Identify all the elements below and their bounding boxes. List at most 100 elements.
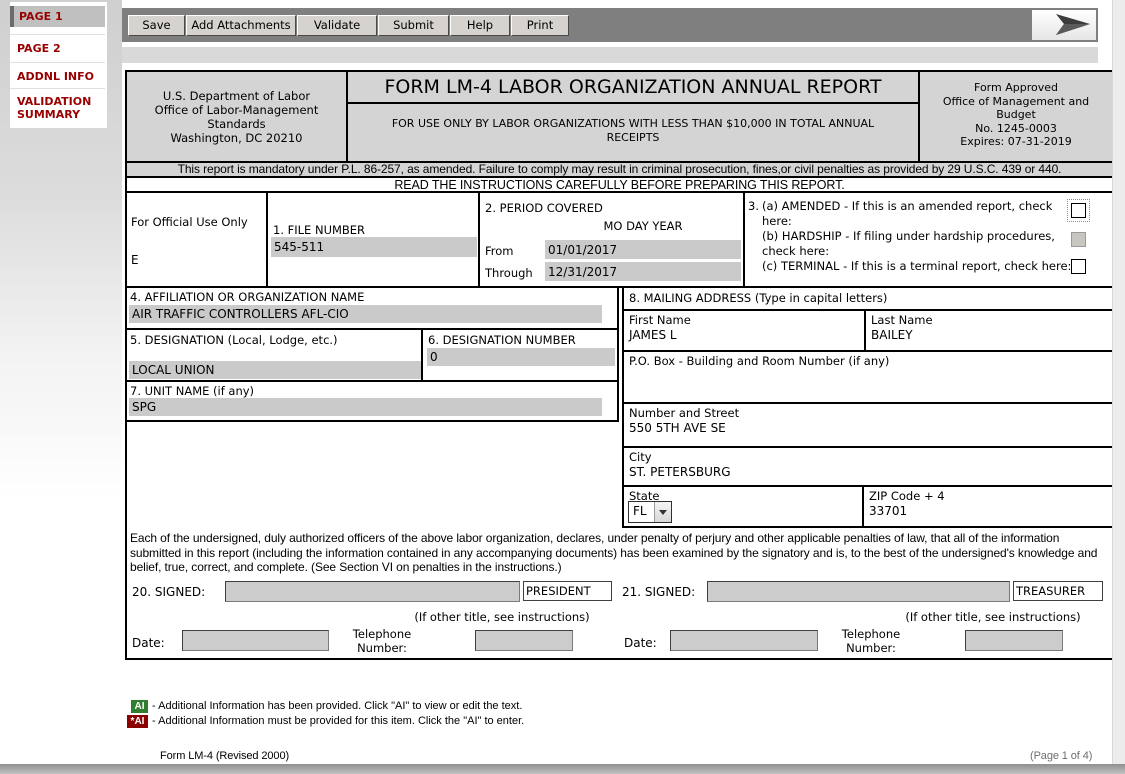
signed21-date-input[interactable]: [670, 630, 818, 651]
ai-required-badge: *AI: [127, 715, 148, 728]
signed21-label: 21. SIGNED:: [622, 585, 696, 599]
submit-button[interactable]: Submit: [378, 15, 449, 36]
signed20-phone-label: Telephone Number:: [352, 627, 412, 655]
unit-name-cell: 7. UNIT NAME (if any): [127, 382, 619, 422]
file-number-cell: 1. FILE NUMBER: [268, 193, 480, 288]
divider: [864, 309, 866, 352]
save-button[interactable]: Save: [128, 15, 185, 36]
last-name-value: BAILEY: [871, 328, 913, 342]
sidebar-item-page-1[interactable]: PAGE 1: [10, 6, 105, 27]
approval-line4: Expires: 07-31-2019: [960, 135, 1072, 148]
unit-name-label: 7. UNIT NAME (if any): [130, 384, 255, 398]
divider: [624, 485, 1112, 487]
signed20-input[interactable]: [225, 581, 520, 602]
official-use-value: E: [131, 253, 139, 267]
period-columns-label: MO DAY YEAR: [603, 219, 683, 233]
signed20-other-title-note: (If other title, see instructions): [414, 610, 590, 624]
right-scrollbar-track: [1112, 0, 1125, 774]
sidebar-separator: [10, 34, 105, 35]
bottom-scrollbar: [0, 764, 1125, 774]
first-name-value: JAMES L: [629, 328, 677, 342]
sidebar-item-page-2[interactable]: PAGE 2: [17, 42, 61, 55]
signed20-date-input[interactable]: [182, 630, 329, 651]
form-lm4: U.S. Department of Labor Office of Labor…: [125, 70, 1114, 660]
city-value: ST. PETERSBURG: [629, 465, 731, 479]
divider: [624, 350, 1112, 352]
approval-line3: No. 1245-0003: [975, 121, 1057, 135]
agency-line2: Office of Labor-Management Standards: [154, 103, 319, 131]
signed21-date-label: Date:: [624, 636, 657, 650]
sidebar-item-addnl-info[interactable]: ADDNL INFO: [17, 70, 94, 83]
affiliation-cell: 4. AFFILIATION OR ORGANIZATION NAME: [127, 288, 619, 330]
terminal-checkbox[interactable]: [1071, 259, 1086, 274]
agency-line1: U.S. Department of Labor: [162, 89, 311, 103]
sidebar-separator: [10, 62, 105, 63]
period-from-label: From: [485, 244, 514, 258]
page-indicator: (Page 1 of 4): [1030, 750, 1093, 762]
divider: [862, 485, 864, 528]
divider: [624, 402, 1112, 404]
hardship-checkbox[interactable]: [1071, 232, 1086, 247]
file-number-label: 1. FILE NUMBER: [273, 223, 366, 237]
period-covered-cell: 2. PERIOD COVERED MO DAY YEAR From Throu…: [480, 193, 745, 288]
form-revision-footer: Form LM-4 (Revised 2000): [160, 750, 290, 762]
paper-plane-icon: [1056, 14, 1090, 35]
toolbar-sub-bar: [122, 47, 1098, 63]
signed21-phone-label: Telephone Number:: [841, 627, 901, 655]
agency-line3: Washington, DC 20210: [170, 131, 303, 145]
ai-provided-text: - Additional Information has been provid…: [152, 700, 523, 712]
last-name-label: Last Name: [871, 313, 933, 327]
street-value: 550 5TH AVE SE: [629, 421, 726, 435]
ai-required-text: - Additional Information must be provide…: [152, 715, 525, 727]
approval-cell: Form Approved Office of Management and B…: [920, 72, 1112, 163]
zip-label: ZIP Code + 4: [869, 489, 945, 503]
chevron-down-icon: [654, 502, 671, 522]
approval-line2: Office of Management and Budget: [942, 94, 1090, 122]
declaration-text: Each of the undersigned, duly authorized…: [130, 531, 1098, 574]
designation-number-input[interactable]: [427, 348, 615, 366]
po-box-label: P.O. Box - Building and Room Number (if …: [629, 354, 890, 368]
agency-cell: U.S. Department of Labor Office of Labor…: [127, 72, 348, 163]
designation-label: 5. DESIGNATION (Local, Lodge, etc.): [130, 333, 338, 347]
period-through-label: Through: [485, 266, 533, 280]
title-cell: FORM LM-4 LABOR ORGANIZATION ANNUAL REPO…: [348, 72, 920, 163]
print-button[interactable]: Print: [511, 15, 569, 36]
designation-number-label: 6. DESIGNATION NUMBER: [428, 333, 576, 347]
city-label: City: [629, 450, 652, 464]
amended-checkbox-focus-ring: [1067, 199, 1090, 222]
period-through-input[interactable]: [545, 262, 741, 281]
signed21-input[interactable]: [707, 581, 1010, 602]
period-from-input[interactable]: [545, 240, 741, 259]
item3-c-label: (c) TERMINAL - If this is a terminal rep…: [762, 259, 1072, 273]
street-label: Number and Street: [629, 406, 740, 420]
send-button[interactable]: [1032, 10, 1096, 40]
designation-input[interactable]: [129, 361, 421, 379]
row-1: [127, 193, 1112, 288]
declaration-section: Each of the undersigned, duly authorized…: [127, 528, 1112, 658]
file-number-input[interactable]: [271, 237, 477, 257]
designation-cell: 5. DESIGNATION (Local, Lodge, etc.): [127, 330, 423, 382]
first-name-label: First Name: [629, 313, 691, 327]
read-instructions-notice: READ THE INSTRUCTIONS CAREFULLY BEFORE P…: [127, 178, 1112, 193]
add-attachments-button[interactable]: Add Attachments: [186, 15, 296, 36]
official-use-label: For Official Use Only: [131, 215, 248, 229]
unit-name-input[interactable]: [129, 398, 602, 416]
help-button[interactable]: Help: [450, 15, 510, 36]
signed20-phone-input[interactable]: [475, 630, 573, 651]
mailing-address-box: 8. MAILING ADDRESS (Type in capital lett…: [622, 288, 1112, 528]
signed20-title-input[interactable]: [523, 581, 612, 601]
signed21-phone-input[interactable]: [965, 630, 1063, 651]
signed21-title-input[interactable]: [1013, 581, 1103, 601]
amended-checkbox[interactable]: [1071, 203, 1086, 218]
divider: [624, 446, 1112, 448]
toolbar: Save Add Attachments Validate Submit Hel…: [122, 8, 1098, 42]
form-title: FORM LM-4 LABOR ORGANIZATION ANNUAL REPO…: [348, 72, 918, 104]
state-select[interactable]: FL: [628, 501, 672, 523]
form-subtitle: FOR USE ONLY BY LABOR ORGANIZATIONS WITH…: [391, 117, 875, 144]
validate-button[interactable]: Validate: [297, 15, 377, 36]
mandatory-notice: This report is mandatory under P.L. 86-2…: [127, 163, 1112, 178]
signed20-label: 20. SIGNED:: [132, 585, 206, 599]
affiliation-input[interactable]: [129, 305, 602, 323]
affiliation-label: 4. AFFILIATION OR ORGANIZATION NAME: [130, 290, 365, 304]
sidebar-item-validation-summary[interactable]: VALIDATION SUMMARY: [17, 95, 92, 121]
